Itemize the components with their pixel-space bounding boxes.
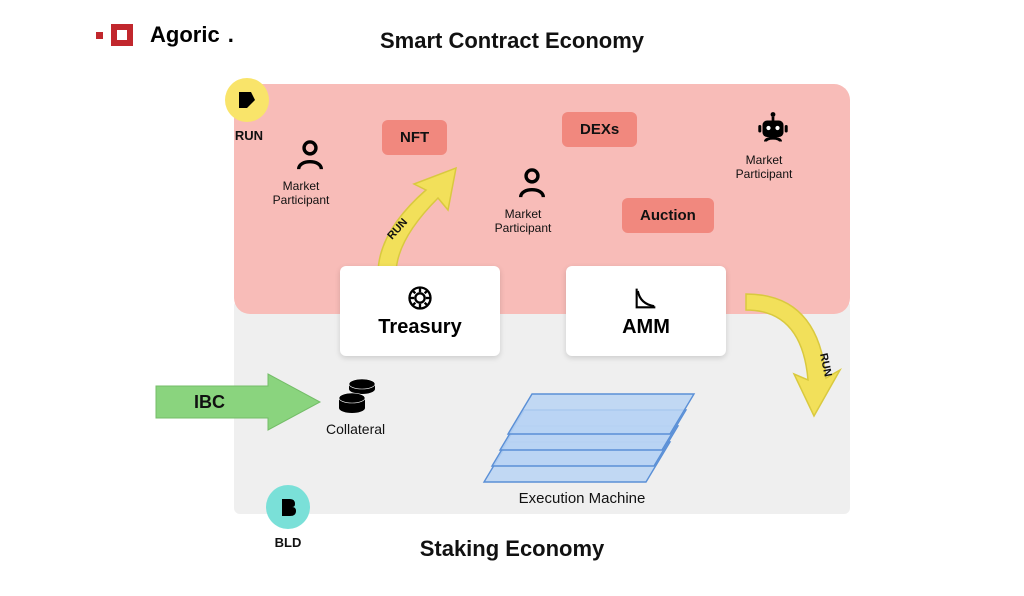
participant-2-label: Market Participant	[488, 207, 558, 236]
run-token	[225, 78, 269, 122]
bld-token	[266, 485, 310, 529]
ibc-arrow-label: IBC	[194, 392, 225, 412]
title-top: Smart Contract Economy	[0, 28, 1024, 54]
run-arrow-down: RUN	[728, 288, 868, 448]
execution-machine	[448, 376, 718, 496]
participant-2: Market Participant	[506, 166, 558, 236]
ibc-arrow: IBC	[148, 372, 328, 432]
title-bottom: Staking Economy	[0, 536, 1024, 562]
amm-label: AMM	[622, 316, 670, 339]
treasury-vault-icon	[406, 284, 434, 312]
bld-glyph-icon	[277, 496, 299, 518]
participant-1-label: Market Participant	[266, 179, 336, 208]
collateral-label: Collateral	[326, 421, 385, 438]
amm-curve-icon	[632, 284, 660, 312]
run-token-circle	[225, 78, 269, 122]
treasury-card: Treasury	[340, 266, 500, 356]
participant-3: Market Participant	[746, 110, 799, 182]
run-arrow-up: RUN	[348, 162, 468, 282]
participant-1: Market Participant	[284, 138, 336, 208]
person-icon	[293, 138, 327, 172]
person-icon	[515, 166, 549, 200]
execution-label: Execution Machine	[492, 490, 672, 508]
run-glyph-icon	[235, 88, 259, 112]
robot-icon	[755, 110, 791, 146]
dexs-pill: DEXs	[562, 112, 637, 147]
participant-3-label: Market Participant	[729, 153, 799, 182]
run-label: RUN	[214, 128, 284, 144]
amm-card: AMM	[566, 266, 726, 356]
treasury-label: Treasury	[378, 316, 461, 339]
auction-pill: Auction	[622, 198, 714, 233]
nft-pill: NFT	[382, 120, 447, 155]
coins-icon	[334, 376, 378, 414]
collateral: Collateral	[326, 376, 385, 438]
bld-token-circle	[266, 485, 310, 529]
